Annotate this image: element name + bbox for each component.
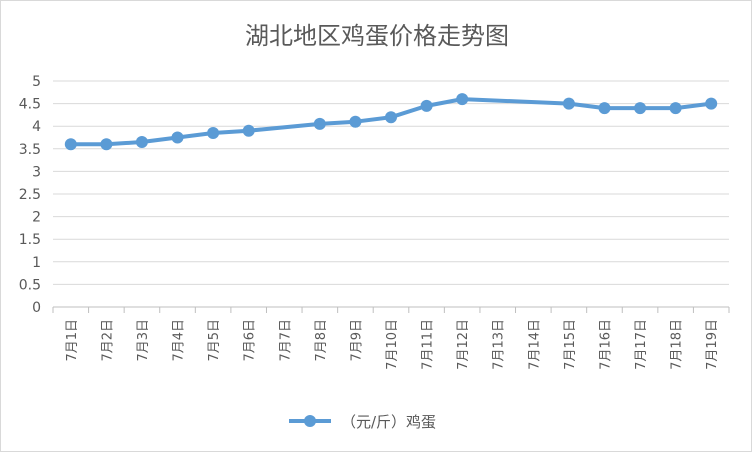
- series-line: [68, 97, 714, 147]
- data-point: [705, 97, 718, 110]
- data-point: [64, 138, 77, 151]
- x-tick-label: 7月13日: [492, 319, 507, 370]
- data-point: [313, 117, 326, 130]
- x-tick-label: 7月4日: [172, 319, 187, 362]
- data-point: [562, 97, 575, 110]
- x-tick-label: 7月9日: [349, 319, 364, 362]
- y-tick-label: 2.5: [19, 187, 41, 203]
- y-tick-label: 1: [32, 255, 41, 271]
- y-tick-label: 4: [32, 119, 41, 135]
- y-tick-label: 0.5: [19, 277, 41, 293]
- data-point: [242, 124, 255, 137]
- y-tick-label: 0: [32, 300, 41, 316]
- x-tick-label: 7月8日: [314, 319, 329, 362]
- x-tick-label: 7月17日: [634, 319, 649, 370]
- x-tick-label: 7月1日: [65, 319, 80, 362]
- x-tick-label: 7月6日: [243, 319, 258, 362]
- x-tick-label: 7月14日: [527, 319, 542, 370]
- data-point: [171, 131, 184, 144]
- data-point: [669, 102, 682, 115]
- data-point: [349, 115, 362, 128]
- x-tick-label: 7月2日: [100, 319, 115, 362]
- y-tick-label: 4.5: [19, 97, 41, 113]
- x-tick-label: 7月11日: [421, 319, 436, 370]
- data-point: [207, 127, 220, 139]
- x-tick-label: 7月18日: [670, 319, 685, 370]
- data-point: [100, 138, 113, 151]
- y-tick-label: 2: [32, 210, 41, 226]
- data-point: [598, 102, 611, 115]
- x-tick-label: 7月10日: [385, 319, 400, 370]
- chart-title: 湖北地区鸡蛋价格走势图: [245, 22, 509, 50]
- data-point: [385, 111, 397, 124]
- y-tick-label: 1.5: [19, 232, 41, 248]
- y-tick-label: 5: [32, 74, 41, 90]
- legend-dot-marker: [304, 415, 316, 427]
- x-tick-label: 7月7日: [278, 319, 293, 362]
- x-tick-label: 7月19日: [705, 319, 720, 370]
- y-tick-label: 3: [32, 164, 41, 180]
- data-point: [634, 102, 647, 115]
- x-tick-label: 7月12日: [456, 319, 471, 370]
- x-tick-label: 7月5日: [207, 319, 222, 362]
- gridlines: [53, 80, 729, 285]
- x-tick-label: 7月16日: [598, 319, 613, 370]
- y-axis-ticks: 0 0.5 1 1.5 2 2.5 3 3.5 4 4.5 5: [19, 74, 41, 316]
- legend-label: （元/斤）鸡蛋: [341, 413, 436, 431]
- x-tick-label: 7月15日: [563, 319, 578, 370]
- x-tick-label: 7月3日: [136, 319, 151, 362]
- x-axis-ticks: 7月1日 7月2日 7月3日 7月4日 7月5日 7月6日 7月7日 7月8日 7月9日 7月10…: [65, 319, 720, 370]
- data-point: [135, 136, 148, 148]
- data-point: [420, 99, 433, 112]
- y-tick-label: 3.5: [19, 142, 41, 158]
- data-point: [456, 93, 469, 106]
- legend: （元/斤）鸡蛋: [289, 413, 436, 431]
- series-layer: [64, 93, 718, 151]
- x-axis: [52, 306, 730, 313]
